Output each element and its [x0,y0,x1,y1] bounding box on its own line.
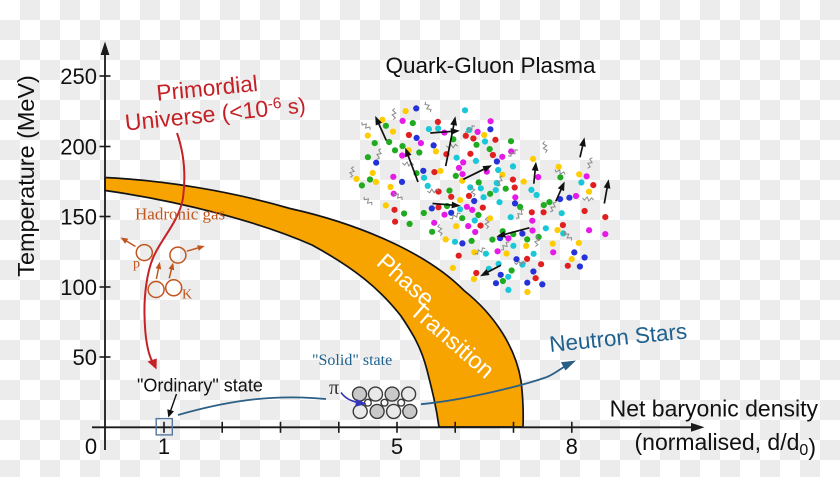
svg-text:π: π [329,377,339,399]
svg-text:Temperature (MeV): Temperature (MeV) [13,75,39,276]
svg-text:p: p [133,257,140,272]
svg-text:200: 200 [60,134,97,159]
svg-text:8: 8 [566,434,578,459]
svg-text:"Ordinary" state: "Ordinary" state [137,375,263,395]
svg-text:0: 0 [85,434,97,459]
svg-text:"Solid" state: "Solid" state [312,352,392,369]
svg-text:K: K [182,288,192,303]
svg-text:150: 150 [60,204,97,229]
svg-text:Hadronic gas: Hadronic gas [135,205,225,224]
svg-text:250: 250 [60,64,97,89]
svg-text:50: 50 [73,345,97,370]
svg-text:(normalised, d/d0): (normalised, d/d0) [635,429,817,460]
svg-text:5: 5 [391,434,403,459]
svg-text:100: 100 [60,275,97,300]
svg-text:Net baryonic density: Net baryonic density [610,396,819,422]
svg-text:1: 1 [158,434,170,459]
svg-text:Quark-Gluon Plasma: Quark-Gluon Plasma [385,53,596,78]
